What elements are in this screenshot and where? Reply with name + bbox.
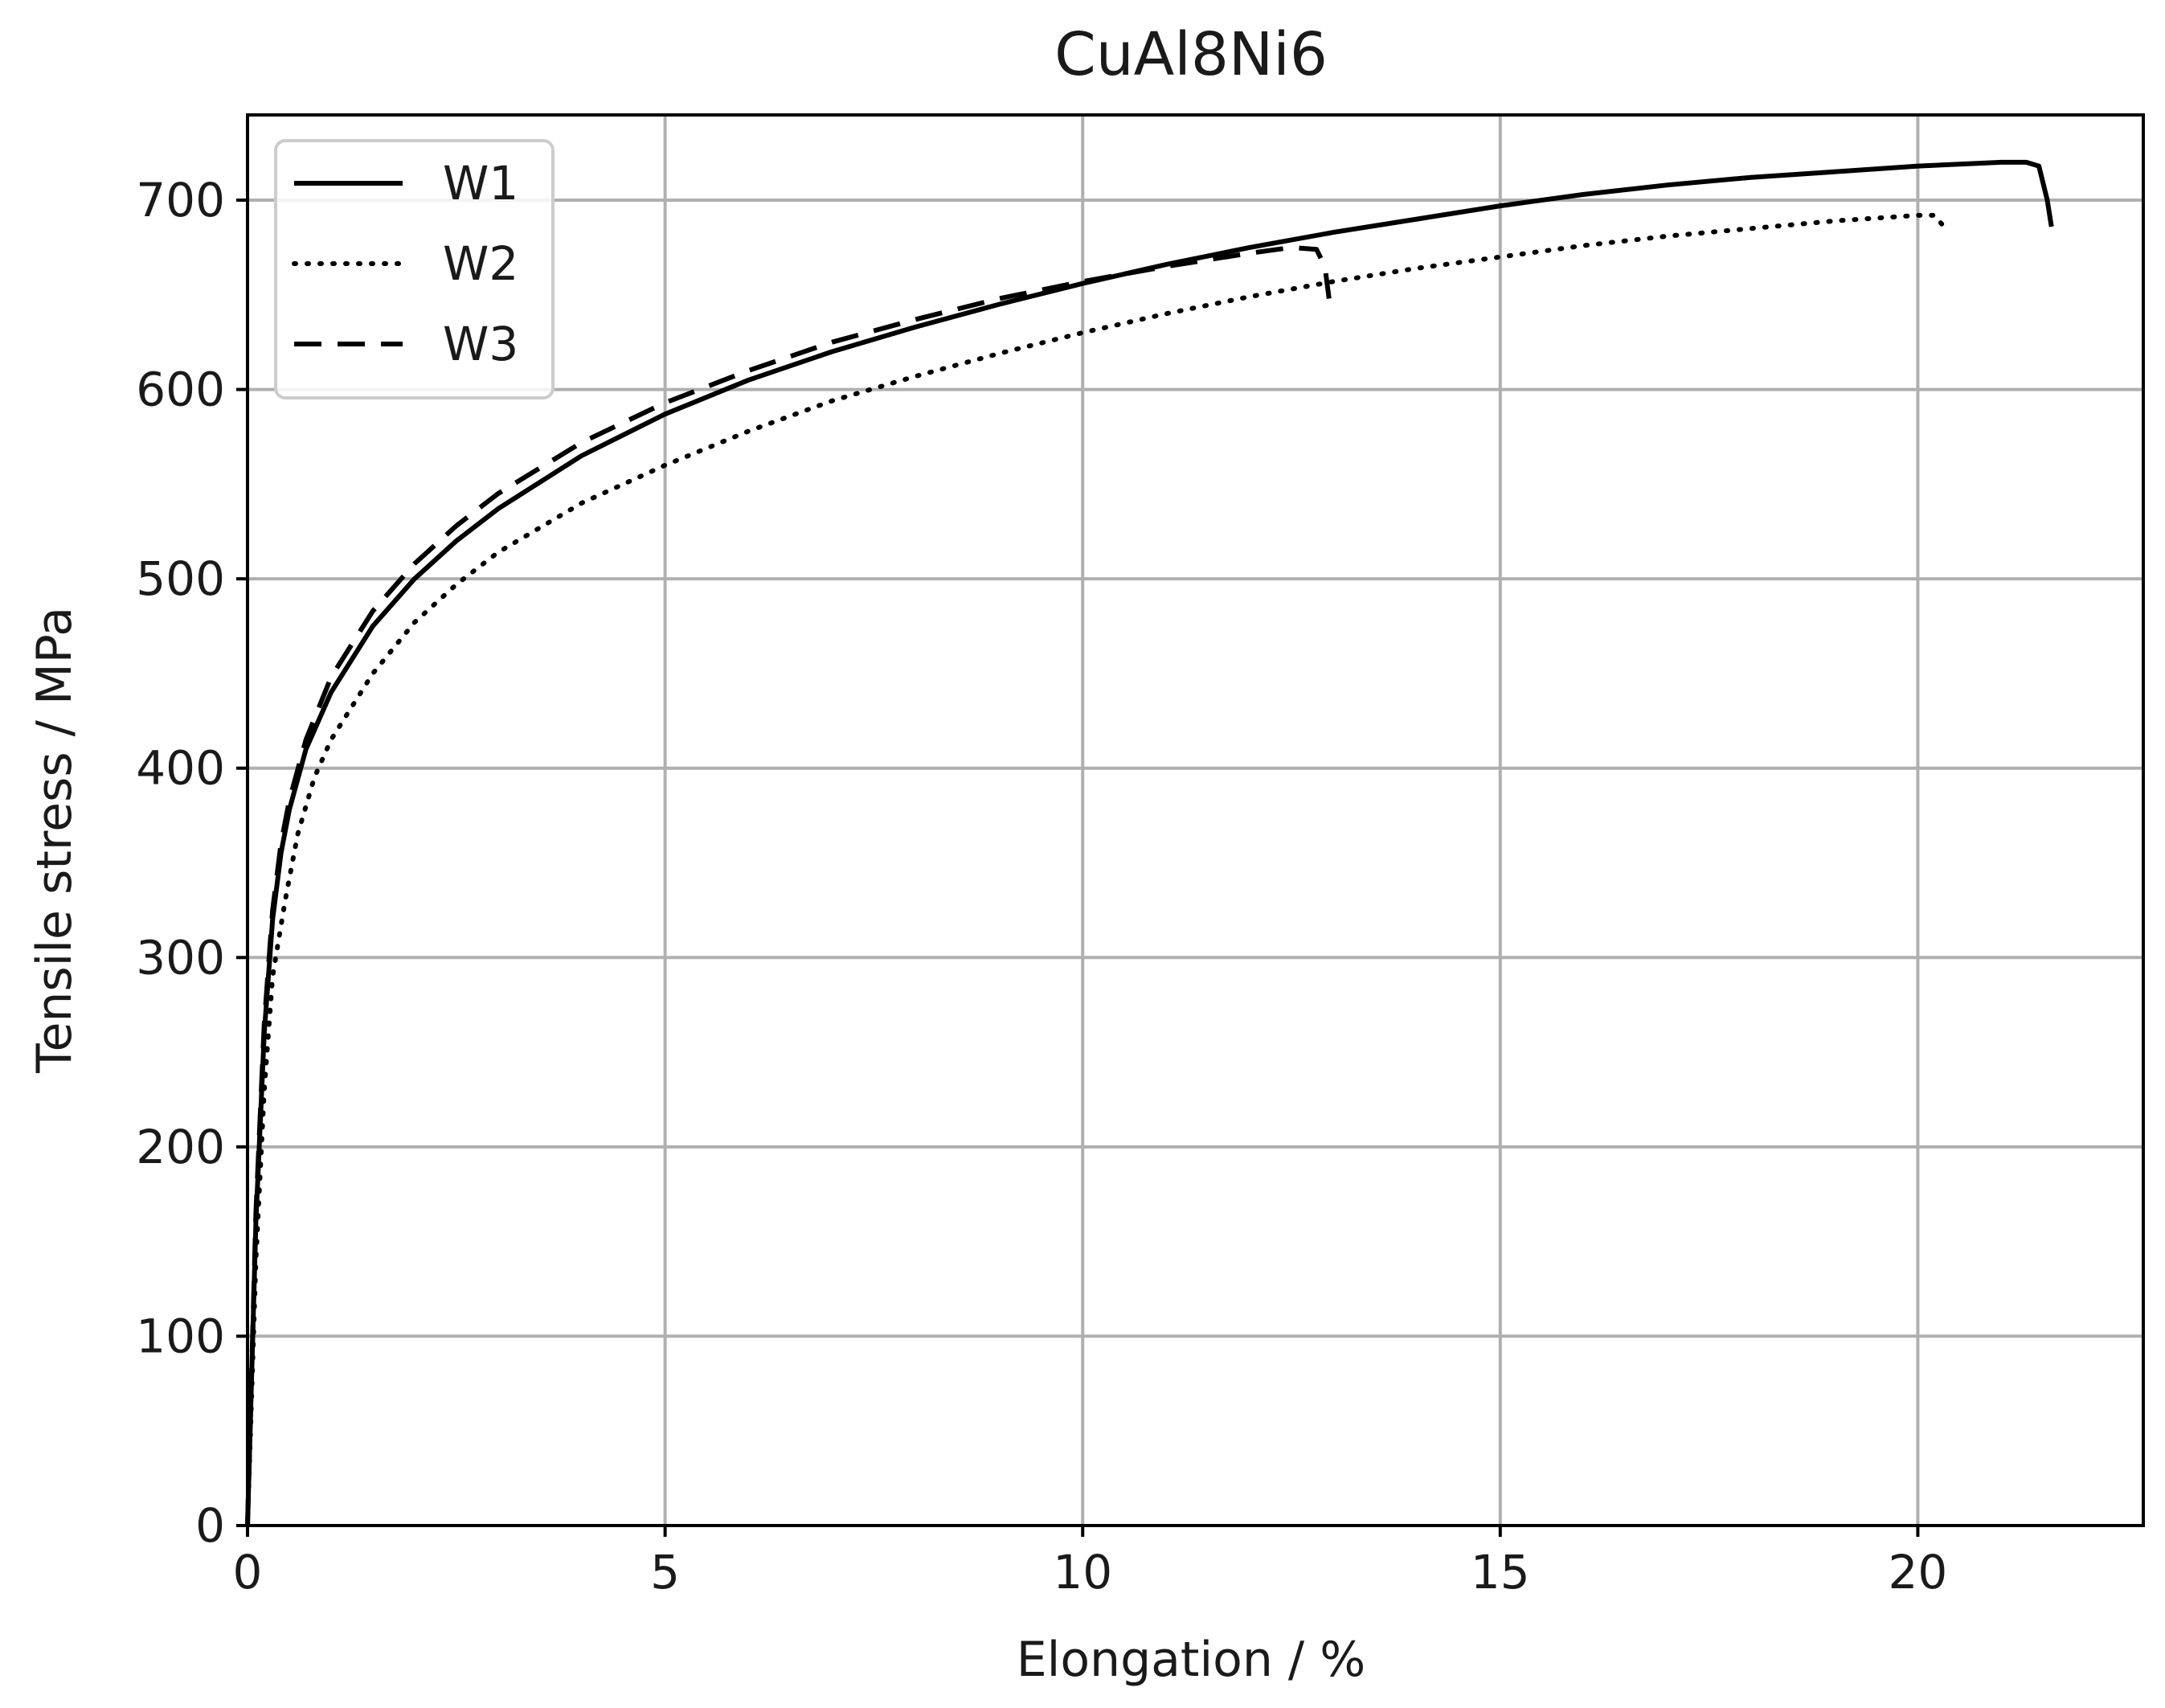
y-tick-label: 400: [136, 741, 225, 796]
y-tick-label: 700: [136, 173, 225, 227]
x-tick-label: 15: [1471, 1545, 1530, 1599]
y-tick-label: 100: [136, 1309, 225, 1363]
x-tick-label: 20: [1889, 1545, 1948, 1599]
legend: W1 W2 W3: [274, 139, 555, 399]
series-layer: [245, 159, 2054, 1528]
x-tick-label: 5: [650, 1545, 680, 1599]
series-line-w2: [245, 212, 1950, 1528]
series-line-w1: [245, 159, 2054, 1526]
grid: [246, 115, 2143, 1527]
y-tick-label: 200: [136, 1120, 225, 1174]
y-axis-label: Tensile stress / MPa: [27, 607, 83, 1074]
x-tick-label: 0: [233, 1545, 263, 1599]
y-tick-label: 600: [136, 362, 225, 417]
x-tick-label: 10: [1053, 1545, 1112, 1599]
legend-box: [274, 139, 555, 399]
legend-label-w1: W1: [443, 156, 518, 211]
plot-frame: [246, 113, 2145, 1527]
legend-label-w3: W3: [443, 317, 518, 371]
y-tick-label: 0: [195, 1498, 225, 1553]
y-tick-label: 300: [136, 930, 225, 985]
legend-label-w2: W2: [443, 236, 518, 291]
x-axis-label: Elongation / %: [1017, 1632, 1365, 1688]
y-tick-label: 500: [136, 551, 225, 606]
chart-title: CuAl8Ni6: [1054, 20, 1328, 89]
